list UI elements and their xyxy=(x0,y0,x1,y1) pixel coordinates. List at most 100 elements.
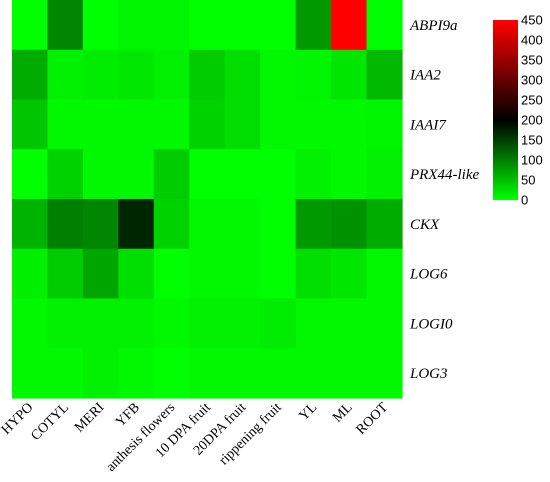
heatmap-cell xyxy=(189,149,226,200)
heatmap-cell xyxy=(47,0,84,51)
colorbar-tick-label: 450 xyxy=(521,13,543,28)
heatmap-cell xyxy=(82,199,119,250)
colorbar-tick-label: 400 xyxy=(521,33,543,48)
heatmap-cell xyxy=(153,49,190,101)
heatmap-cell xyxy=(47,149,84,200)
row-label: IAAI7 xyxy=(409,117,447,133)
heatmap-cell xyxy=(118,49,155,101)
heatmap-cell xyxy=(82,248,119,300)
heatmap-cell xyxy=(260,0,297,51)
column-label: YL xyxy=(296,400,320,424)
heatmap-cell xyxy=(118,248,155,300)
heatmap-cell xyxy=(295,99,332,150)
heatmap-cell xyxy=(47,348,84,399)
colorbar-tick-label: 200 xyxy=(521,113,543,128)
heatmap-cell xyxy=(224,199,261,250)
heatmap-cell xyxy=(82,99,119,150)
heatmap-cell xyxy=(366,149,403,200)
heatmap-cell xyxy=(224,298,261,349)
heatmap-cell xyxy=(82,298,119,349)
heatmap-cell xyxy=(295,248,332,300)
heatmap-cell xyxy=(118,199,155,250)
colorbar-tick-label: 50 xyxy=(521,173,535,188)
heatmap-cell xyxy=(260,49,297,101)
heatmap-cell xyxy=(12,149,49,200)
column-label: YFB xyxy=(113,400,143,430)
heatmap-cell xyxy=(82,49,119,101)
heatmap-cell xyxy=(12,298,49,349)
colorbar-tick-labels: 450 400 350 300 250 200 150 100 50 0 xyxy=(521,13,543,208)
heatmap-cell xyxy=(153,149,190,200)
heatmap-cell xyxy=(189,99,226,150)
heatmap-cell xyxy=(224,0,261,51)
heatmap-cell xyxy=(366,298,403,349)
heatmap-cell xyxy=(331,298,368,349)
heatmap-cell xyxy=(153,348,190,399)
heatmap-cell xyxy=(12,199,49,250)
row-label: ABPI9a xyxy=(409,18,457,34)
heatmap-cell xyxy=(331,248,368,300)
heatmap-cell xyxy=(189,0,226,51)
heatmap-cell xyxy=(331,99,368,150)
heatmap-cell xyxy=(366,248,403,300)
heatmap-cell xyxy=(366,199,403,250)
column-label: ROOT xyxy=(354,400,392,438)
row-label: LOG3 xyxy=(409,366,448,382)
heatmap-cell xyxy=(366,0,403,51)
heatmap-cell xyxy=(189,49,226,101)
colorbar-tick-label: 250 xyxy=(521,93,543,108)
row-label: LOG6 xyxy=(409,267,448,283)
heatmap-cell xyxy=(224,99,261,150)
heatmap-cell xyxy=(12,99,49,150)
heatmap-cell xyxy=(260,99,297,150)
heatmap-cell xyxy=(366,348,403,399)
heatmap-cell xyxy=(224,49,261,101)
colorbar-tick-label: 350 xyxy=(521,53,543,68)
heatmap-cell xyxy=(331,199,368,250)
heatmap-cell xyxy=(47,298,84,349)
heatmap-cell xyxy=(331,0,368,51)
heatmap-cell xyxy=(118,99,155,150)
heatmap-cell xyxy=(295,199,332,250)
heatmap-cell xyxy=(189,199,226,250)
heatmap-cell xyxy=(295,149,332,200)
column-label: COTYL xyxy=(28,400,72,444)
heatmap-cell xyxy=(47,49,84,101)
heatmap-cell xyxy=(366,99,403,150)
heatmap-cell xyxy=(47,199,84,250)
heatmap-cell xyxy=(118,0,155,51)
heatmap-cell xyxy=(260,298,297,349)
heatmap-cell xyxy=(82,149,119,200)
row-label: IAA2 xyxy=(409,68,441,84)
column-label: MERI xyxy=(72,400,108,436)
heatmap-cell xyxy=(295,0,332,51)
heatmap-cell xyxy=(260,348,297,399)
heatmap-cells xyxy=(12,0,403,399)
heatmap-cell xyxy=(331,149,368,200)
heatmap-cell xyxy=(224,248,261,300)
heatmap-cell xyxy=(118,298,155,349)
heatmap-cell xyxy=(118,149,155,200)
heatmap-cell xyxy=(366,49,403,101)
heatmap-cell xyxy=(118,348,155,399)
heatmap-cell xyxy=(12,0,49,51)
row-label: PRX44-like xyxy=(409,167,479,183)
row-label: LOGI0 xyxy=(409,316,453,332)
colorbar-tick-label: 300 xyxy=(521,73,543,88)
column-label: rippening fruit xyxy=(217,400,285,468)
heatmap-cell xyxy=(260,248,297,300)
column-label: ML xyxy=(330,400,355,425)
heatmap-cell xyxy=(153,248,190,300)
colorbar-tick-label: 100 xyxy=(521,153,543,168)
colorbar-tick-label: 150 xyxy=(521,133,543,148)
heatmap-cell xyxy=(12,348,49,399)
heatmap-cell xyxy=(153,298,190,349)
heatmap-cell xyxy=(47,248,84,300)
heatmap-cell xyxy=(153,0,190,51)
heatmap-cell xyxy=(153,99,190,150)
row-labels: ABPI9a IAA2 IAAI7 PRX44-like CKX LOG6 LOGI0 LOG… xyxy=(409,18,479,382)
colorbar-gradient xyxy=(493,20,518,200)
heatmap-cell xyxy=(82,348,119,399)
